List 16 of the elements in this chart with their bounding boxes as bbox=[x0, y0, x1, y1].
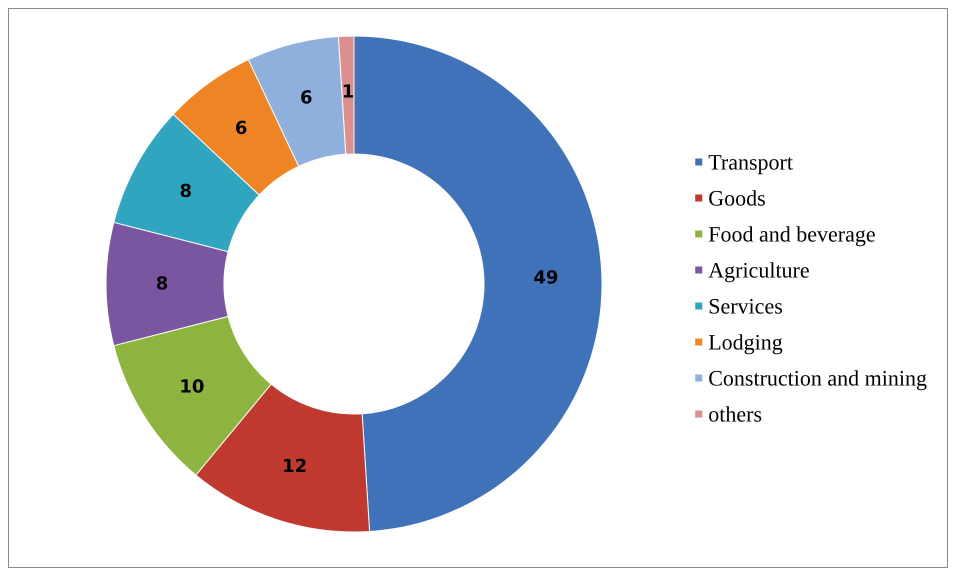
data-label: 10 bbox=[179, 376, 204, 398]
legend-label: Construction and mining bbox=[708, 366, 927, 390]
legend-label: Food and beverage bbox=[708, 222, 876, 246]
data-label: 8 bbox=[156, 274, 168, 294]
data-label: 12 bbox=[282, 456, 308, 478]
data-label: 6 bbox=[300, 88, 313, 109]
legend-label: Services bbox=[708, 294, 783, 318]
data-label: 49 bbox=[533, 267, 558, 288]
legend-label: Goods bbox=[708, 186, 766, 210]
data-label: 6 bbox=[234, 118, 248, 140]
legend-label: Transport bbox=[708, 150, 793, 174]
legend-label: Lodging bbox=[708, 330, 783, 354]
data-label: 1 bbox=[342, 82, 354, 103]
data-label: 8 bbox=[179, 181, 192, 202]
legend-label: others bbox=[708, 402, 762, 426]
legend-label: Agriculture bbox=[708, 258, 810, 282]
